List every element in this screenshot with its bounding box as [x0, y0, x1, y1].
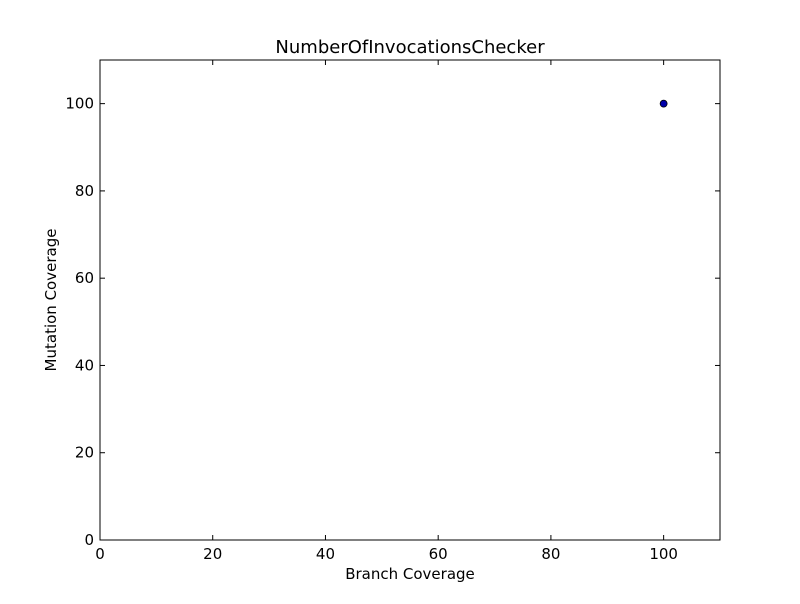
- y-tick-label: 20: [75, 444, 94, 462]
- x-tick-label: 60: [429, 545, 448, 563]
- plot-frame: [99, 59, 721, 541]
- y-tick-label: 100: [65, 95, 94, 113]
- y-tick-label: 80: [75, 182, 94, 200]
- x-tick-label: 100: [649, 545, 678, 563]
- chart-title: NumberOfInvocationsChecker: [275, 37, 545, 58]
- data-points: [659, 99, 668, 108]
- axis-ticks: 0 20 40 60 80 100 0 20 40 60 80 100: [65, 60, 720, 563]
- y-axis-label: Mutation Coverage: [42, 229, 60, 372]
- y-tick-label: 0: [84, 531, 94, 549]
- x-axis-label: Branch Coverage: [345, 565, 475, 583]
- x-tick-label: 20: [203, 545, 222, 563]
- y-tick-label: 40: [75, 356, 94, 374]
- x-tick-label: 40: [316, 545, 335, 563]
- x-tick-label: 0: [95, 545, 105, 563]
- x-tick-label: 80: [541, 545, 560, 563]
- data-point: [659, 99, 668, 108]
- y-tick-label: 60: [75, 269, 94, 287]
